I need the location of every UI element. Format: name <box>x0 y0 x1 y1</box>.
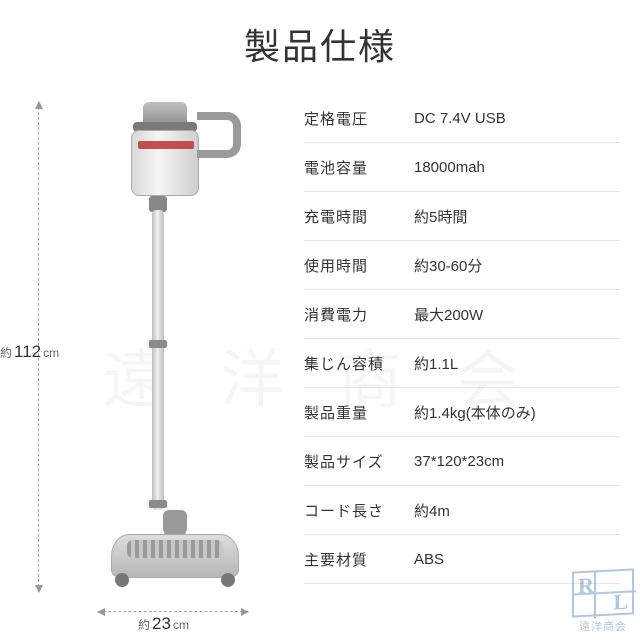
spec-label: 集じん容積 <box>304 353 414 374</box>
spec-label: 定格電圧 <box>304 108 414 129</box>
spec-value: 約4m <box>414 500 620 521</box>
width-dimension-label: 約23cm <box>138 614 189 634</box>
spec-label: 製品重量 <box>304 402 414 423</box>
spec-label: 消費電力 <box>304 304 414 325</box>
spec-value: 最大200W <box>414 304 620 325</box>
spec-value: DC 7.4V USB <box>414 110 620 127</box>
width-dimension-line <box>98 611 248 612</box>
spec-row: 使用時間約30-60分 <box>304 241 620 290</box>
spec-label: 製品サイズ <box>304 451 414 472</box>
spec-label: 使用時間 <box>304 255 414 276</box>
spec-row: 電池容量18000mah <box>304 143 620 192</box>
spec-row: 消費電力最大200W <box>304 290 620 339</box>
spec-value: 約1.1L <box>414 353 620 374</box>
height-prefix: 約 <box>0 346 12 360</box>
spec-row: 充電時間約5時間 <box>304 192 620 241</box>
product-figure: 約112cm 約23cm <box>10 94 300 644</box>
spec-row: コード長さ約4m <box>304 486 620 535</box>
spec-row: 製品重量約1.4kg(本体のみ) <box>304 388 620 437</box>
spec-value: 約5時間 <box>414 206 620 227</box>
spec-label: 充電時間 <box>304 206 414 227</box>
spec-value: 約1.4kg(本体のみ) <box>414 402 620 423</box>
spec-row: 主要材質ABS <box>304 535 620 584</box>
spec-value: 18000mah <box>414 159 620 176</box>
spec-label: 電池容量 <box>304 157 414 178</box>
spec-value: 37*120*23cm <box>414 453 620 470</box>
spec-value: ABS <box>414 551 620 568</box>
spec-label: 主要材質 <box>304 549 414 570</box>
spec-value: 約30-60分 <box>414 255 620 276</box>
height-value: 112 <box>14 342 41 361</box>
spec-row: 定格電圧DC 7.4V USB <box>304 94 620 143</box>
width-value: 23 <box>152 614 171 633</box>
spec-row: 製品サイズ37*120*23cm <box>304 437 620 486</box>
content-area: 遠 洋 商 会 約112cm <box>0 84 640 644</box>
vacuum-illustration <box>105 102 245 592</box>
height-unit: cm <box>43 346 59 360</box>
height-dimension-label: 約112cm <box>0 342 59 362</box>
width-unit: cm <box>173 618 189 632</box>
spec-label: コード長さ <box>304 500 414 521</box>
page-title: 製品仕様 <box>0 0 640 84</box>
spec-table: 定格電圧DC 7.4V USB 電池容量18000mah 充電時間約5時間 使用… <box>300 94 620 644</box>
spec-row: 集じん容積約1.1L <box>304 339 620 388</box>
width-prefix: 約 <box>138 618 150 632</box>
